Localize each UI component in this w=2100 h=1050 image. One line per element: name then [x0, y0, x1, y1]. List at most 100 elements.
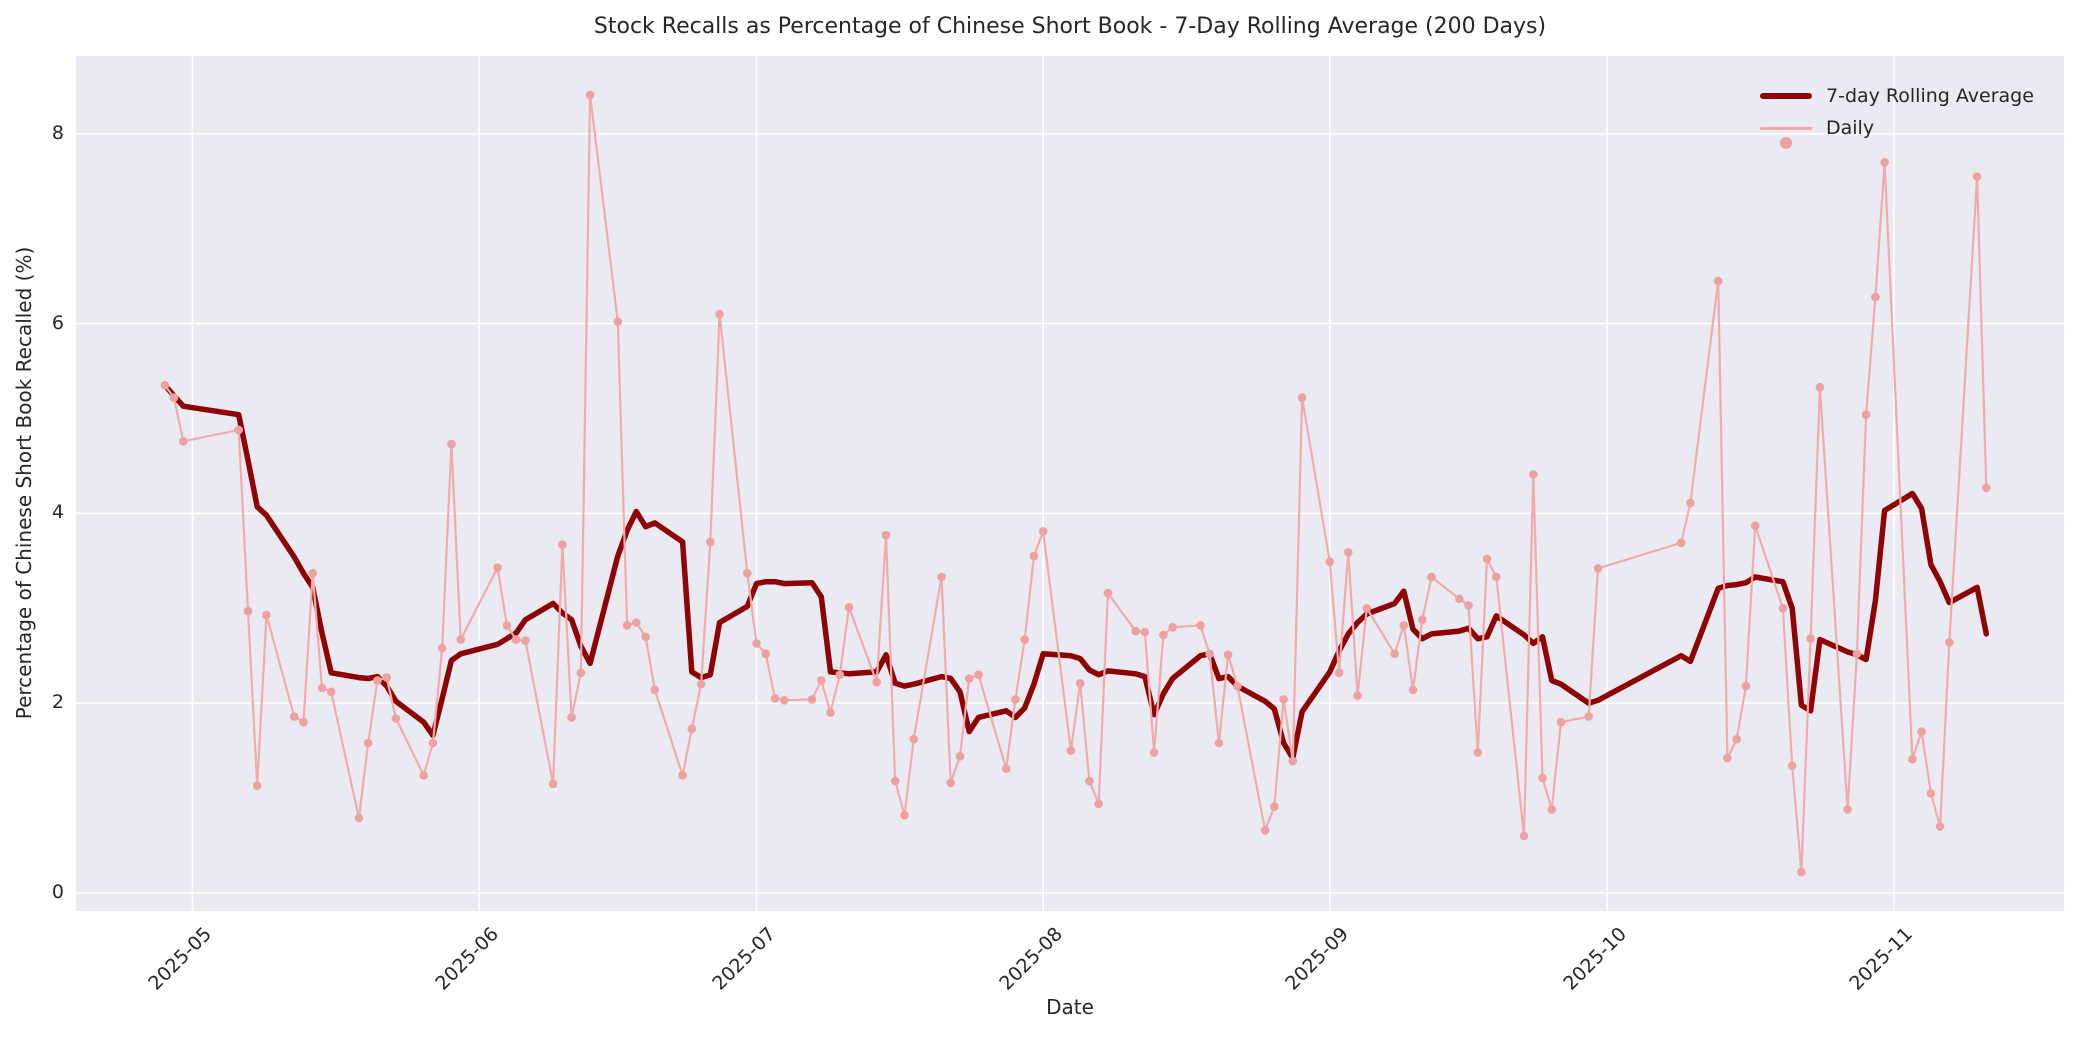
daily-marker — [1741, 681, 1751, 691]
daily-marker — [1797, 867, 1806, 877]
daily-marker — [1260, 826, 1270, 835]
daily-marker — [326, 687, 336, 697]
daily-marker — [1094, 799, 1103, 809]
daily-marker — [743, 568, 752, 578]
daily-marker — [234, 425, 243, 435]
daily-marker — [890, 776, 900, 786]
daily-marker — [1492, 572, 1501, 582]
legend: 7-day Rolling Average Daily — [1760, 80, 2034, 149]
daily-marker — [289, 712, 299, 721]
rolling-line-swatch-icon — [1760, 93, 1812, 99]
daily-marker — [1085, 776, 1094, 786]
rolling-average-line — [162, 382, 1990, 761]
daily-line-swatch-icon — [1760, 126, 1812, 149]
daily-marker — [1778, 604, 1788, 613]
daily-marker — [1131, 626, 1140, 636]
daily-marker — [622, 621, 632, 630]
daily-marker — [373, 676, 382, 685]
daily-marker — [1908, 754, 1917, 764]
daily-marker — [1066, 746, 1076, 755]
y-tick-label: 2 — [51, 691, 64, 714]
daily-marker — [1344, 548, 1353, 557]
daily-marker — [881, 530, 891, 540]
daily-marker — [1519, 831, 1529, 841]
daily-marker — [678, 771, 687, 780]
daily-marker — [1686, 498, 1695, 508]
daily-marker — [817, 676, 826, 685]
daily-marker — [308, 568, 318, 578]
daily-marker — [243, 606, 253, 616]
daily-marker — [1926, 789, 1936, 798]
daily-marker — [1935, 822, 1945, 831]
daily-marker — [1325, 557, 1335, 567]
daily-marker — [1168, 623, 1177, 632]
daily-marker — [382, 673, 392, 682]
daily-marker — [585, 90, 595, 100]
daily-marker — [1149, 748, 1159, 757]
y-tick-label: 6 — [51, 311, 64, 334]
daily-marker — [521, 636, 530, 645]
daily-marker — [706, 537, 715, 547]
daily-marker — [1011, 695, 1020, 704]
daily-marker — [1334, 668, 1344, 678]
daily-marker — [1723, 753, 1732, 763]
x-axis-label: Date — [1046, 995, 1094, 1019]
daily-marker — [937, 572, 946, 582]
daily-marker — [872, 678, 881, 687]
daily-marker — [1815, 382, 1825, 392]
daily-marker — [437, 643, 447, 653]
daily-marker — [1676, 538, 1686, 548]
daily-marker — [844, 603, 854, 612]
daily-marker — [1427, 572, 1436, 582]
daily-marker — [363, 738, 373, 748]
daily-marker — [1029, 551, 1039, 561]
daily-marker — [715, 309, 724, 319]
daily-marker — [1750, 521, 1760, 530]
daily-marker — [1482, 554, 1492, 564]
daily-marker — [1020, 635, 1029, 644]
daily-marker — [955, 752, 965, 761]
daily-marker — [1556, 717, 1566, 727]
daily-marker — [1871, 292, 1880, 302]
daily-marker — [179, 437, 188, 446]
daily-marker — [511, 635, 521, 644]
daily-marker — [558, 540, 567, 549]
daily-marker — [1038, 527, 1048, 536]
daily-marker — [1880, 158, 1889, 167]
daily-marker — [900, 810, 909, 820]
daily-marker — [1196, 621, 1205, 630]
daily-marker — [1390, 649, 1399, 659]
daily-marker — [354, 813, 364, 823]
daily-marker — [1408, 685, 1418, 695]
daily-marker — [1223, 650, 1233, 660]
daily-marker — [428, 738, 438, 748]
daily-marker — [1593, 564, 1603, 573]
legend-item-daily: Daily — [1760, 112, 2034, 149]
daily-marker — [419, 771, 429, 780]
daily-marker — [493, 563, 502, 572]
daily-marker — [752, 639, 761, 648]
daily-marker — [1713, 276, 1723, 286]
daily-marker — [299, 717, 308, 727]
daily-marker — [1732, 734, 1741, 744]
daily-marker — [456, 635, 466, 644]
y-tick-label: 0 — [51, 880, 64, 903]
y-tick-label: 4 — [51, 501, 64, 524]
daily-marker — [613, 317, 623, 327]
daily-marker — [1473, 748, 1483, 757]
daily-marker — [1103, 588, 1113, 598]
daily-marker — [1353, 691, 1362, 700]
daily-marker — [1297, 393, 1307, 402]
daily-marker — [1787, 761, 1797, 771]
chart-title: Stock Recalls as Percentage of Chinese S… — [593, 14, 1547, 39]
daily-marker — [974, 670, 983, 679]
daily-marker — [807, 695, 817, 704]
daily-marker — [1233, 681, 1242, 691]
daily-marker — [1843, 805, 1852, 814]
daily-marker — [160, 381, 170, 390]
daily-marker — [1455, 594, 1464, 604]
daily-marker — [567, 713, 576, 722]
